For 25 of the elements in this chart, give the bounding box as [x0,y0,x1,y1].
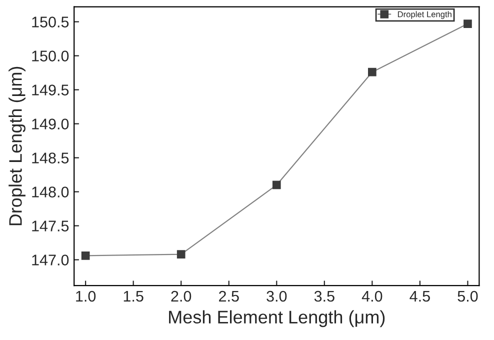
point [464,20,472,28]
legend-label: Droplet Length [398,11,452,19]
x-tick-label: 2.5 [219,290,239,302]
x-tick-label: 2.0 [171,290,192,302]
y-tick-label: 149.0 [32,118,69,130]
point [272,180,281,190]
x-axis-title: Mesh Element Length (μm) [169,310,385,328]
y-tick-label: 148.5 [32,152,69,164]
point [368,68,376,76]
x-tick-label: 5.0 [458,290,478,302]
y-tick-label: 150.5 [32,16,69,28]
x-tick-label: 4.0 [362,290,382,302]
y-axis-title: Droplet Length (μm) [8,66,26,226]
x-tick-label: 4.5 [410,291,430,302]
y-tick-label: 147.5 [32,220,69,232]
y-tick-label: 150.0 [32,50,69,62]
x-tick-label: 3.0 [266,290,287,302]
y-tick-label: 148.0 [32,186,69,198]
x-tick-label: 1.0 [76,290,96,302]
y-tick-label: 147.0 [32,254,69,266]
x-tick-label: 3.5 [314,290,334,302]
point [81,252,90,260]
y-tick-label: 149.5 [32,84,69,96]
x-tick-label: 1.5 [124,291,144,302]
point [176,250,186,258]
